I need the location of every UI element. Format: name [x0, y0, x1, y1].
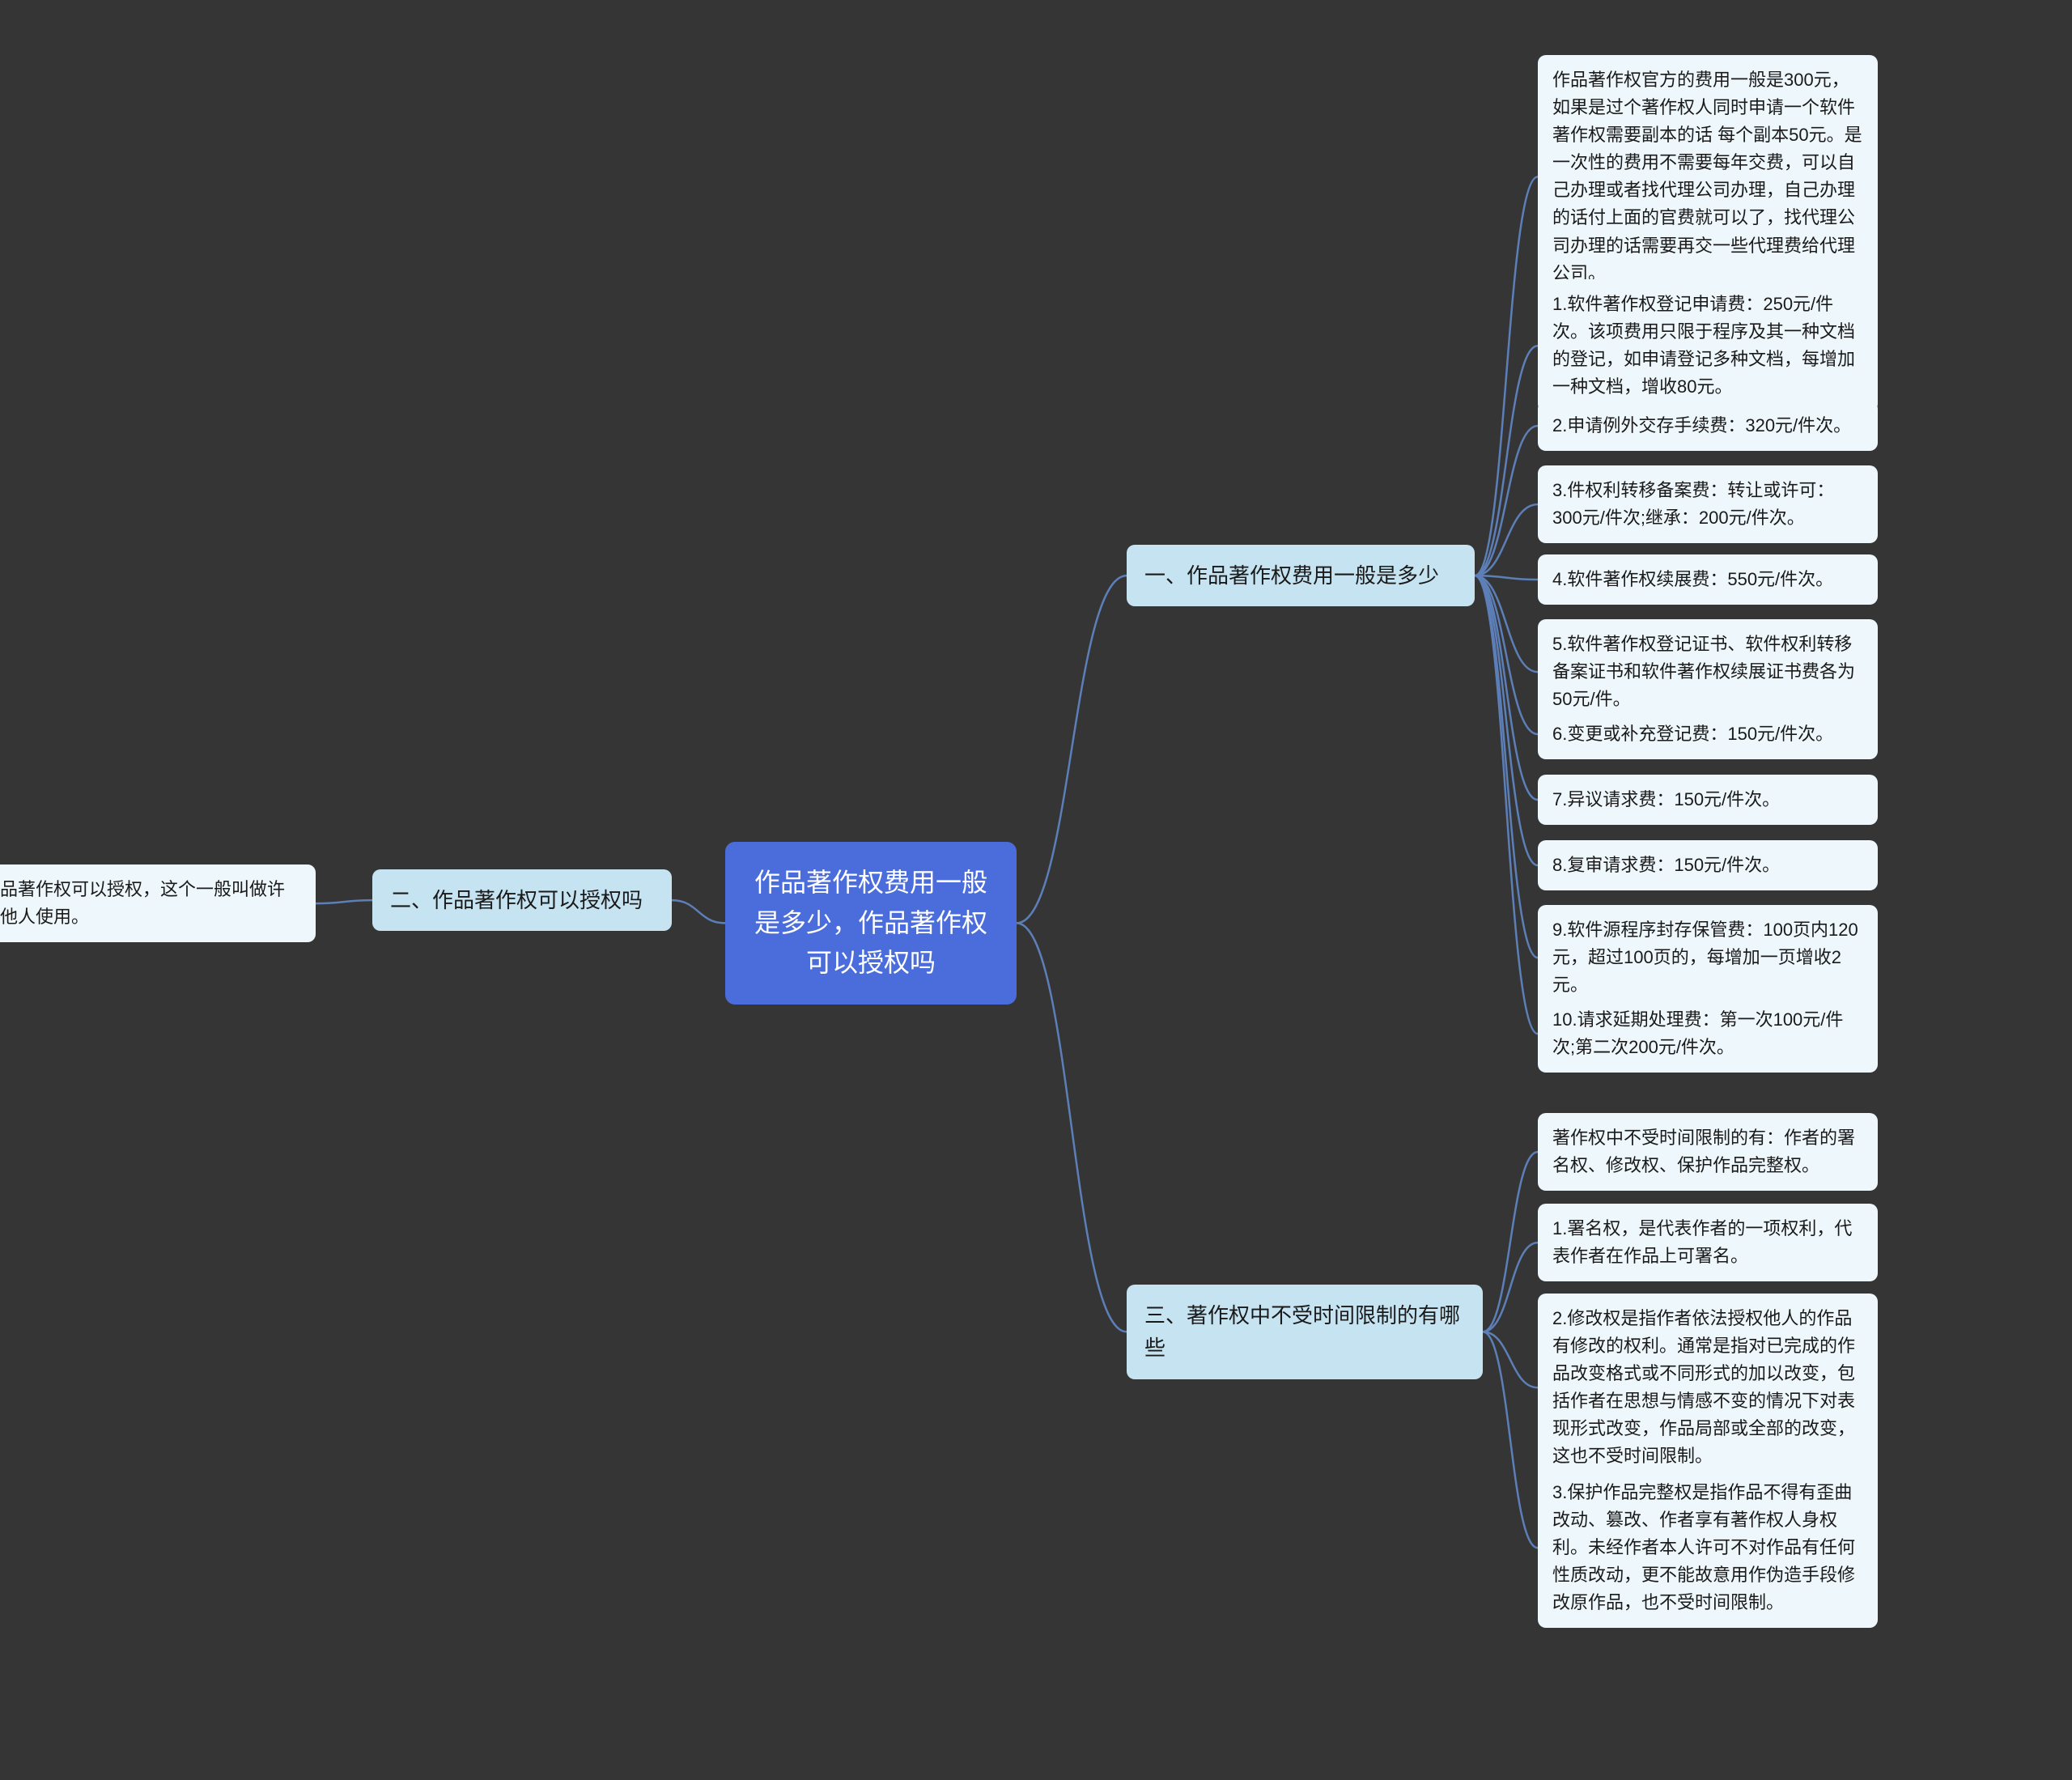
leaf-b1-3[interactable]: 3.件权利转移备案费：转让或许可：300元/件次;继承：200元/件次。 — [1538, 465, 1878, 543]
leaf-b3-2[interactable]: 2.修改权是指作者依法授权他人的作品有修改的权利。通常是指对已完成的作品改变格式… — [1538, 1294, 1878, 1482]
leaf-b1-4[interactable]: 4.软件著作权续展费：550元/件次。 — [1538, 554, 1878, 605]
branch-3[interactable]: 三、著作权中不受时间限制的有哪些 — [1127, 1285, 1483, 1379]
leaf-b1-10[interactable]: 10.请求延期处理费：第一次100元/件次;第二次200元/件次。 — [1538, 995, 1878, 1073]
leaf-b1-1[interactable]: 1.软件著作权登记申请费：250元/件次。该项费用只限于程序及其一种文档的登记，… — [1538, 279, 1878, 412]
leaf-b1-0[interactable]: 作品著作权官方的费用一般是300元，如果是过个著作权人同时申请一个软件著作权需要… — [1538, 55, 1878, 299]
leaf-b3-0[interactable]: 著作权中不受时间限制的有：作者的署名权、修改权、保护作品完整权。 — [1538, 1113, 1878, 1191]
leaf-b2-0[interactable]: 作品著作权可以授权，这个一般叫做许可他人使用。 — [0, 865, 316, 942]
leaf-b1-6[interactable]: 6.变更或补充登记费：150元/件次。 — [1538, 709, 1878, 759]
root-node[interactable]: 作品著作权费用一般是多少，作品著作权可以授权吗 — [725, 842, 1017, 1005]
leaf-b1-8[interactable]: 8.复审请求费：150元/件次。 — [1538, 840, 1878, 890]
branch-2[interactable]: 二、作品著作权可以授权吗 — [372, 869, 672, 931]
leaf-b3-3[interactable]: 3.保护作品完整权是指作品不得有歪曲改动、篡改、作者享有著作权人身权利。未经作者… — [1538, 1468, 1878, 1628]
branch-1[interactable]: 一、作品著作权费用一般是多少 — [1127, 545, 1475, 606]
leaf-b1-7[interactable]: 7.异议请求费：150元/件次。 — [1538, 775, 1878, 825]
leaf-b1-2[interactable]: 2.申请例外交存手续费：320元/件次。 — [1538, 401, 1878, 451]
leaf-b3-1[interactable]: 1.署名权，是代表作者的一项权利，代表作者在作品上可署名。 — [1538, 1204, 1878, 1281]
